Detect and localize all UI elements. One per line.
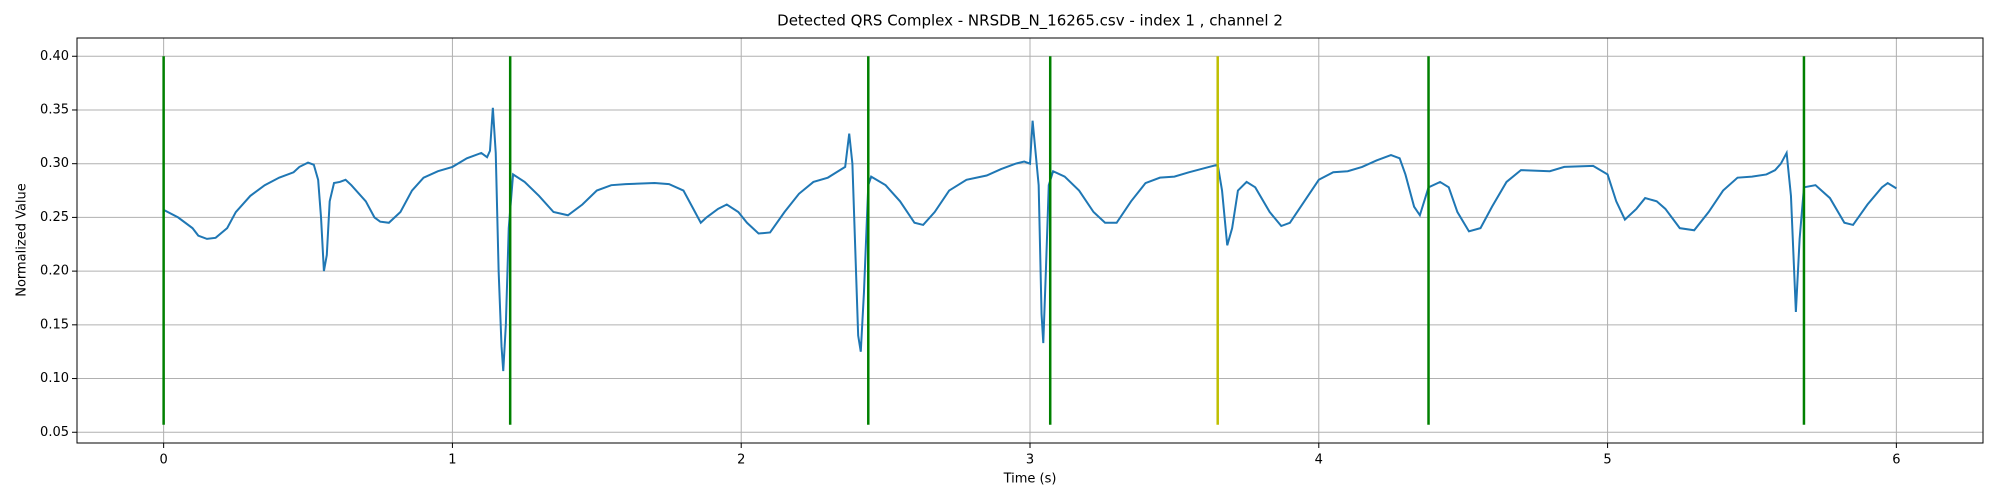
x-tick-label: 6	[1892, 453, 1900, 468]
y-axis-label: Normalized Value	[15, 183, 30, 297]
x-tick-label: 1	[448, 453, 456, 468]
y-tick-label: 0.35	[40, 102, 69, 117]
y-tick-label: 0.30	[40, 156, 69, 171]
x-tick-label: 5	[1603, 453, 1611, 468]
x-tick-label: 4	[1315, 453, 1323, 468]
y-tick-label: 0.40	[40, 49, 69, 64]
x-tick-label: 2	[737, 453, 745, 468]
y-tick-label: 0.10	[40, 371, 69, 386]
plot-frame	[76, 37, 1984, 444]
y-tick-label: 0.20	[40, 264, 69, 279]
y-tick-label: 0.05	[40, 425, 69, 440]
x-tick-label: 0	[159, 453, 167, 468]
y-tick-label: 0.25	[40, 210, 69, 225]
chart-title: Detected QRS Complex - NRSDB_N_16265.csv…	[777, 12, 1283, 31]
x-axis-label: Time (s)	[1003, 472, 1057, 487]
x-tick-label: 3	[1026, 453, 1034, 468]
signal-line	[163, 107, 1897, 372]
y-tick-label: 0.15	[40, 317, 69, 332]
